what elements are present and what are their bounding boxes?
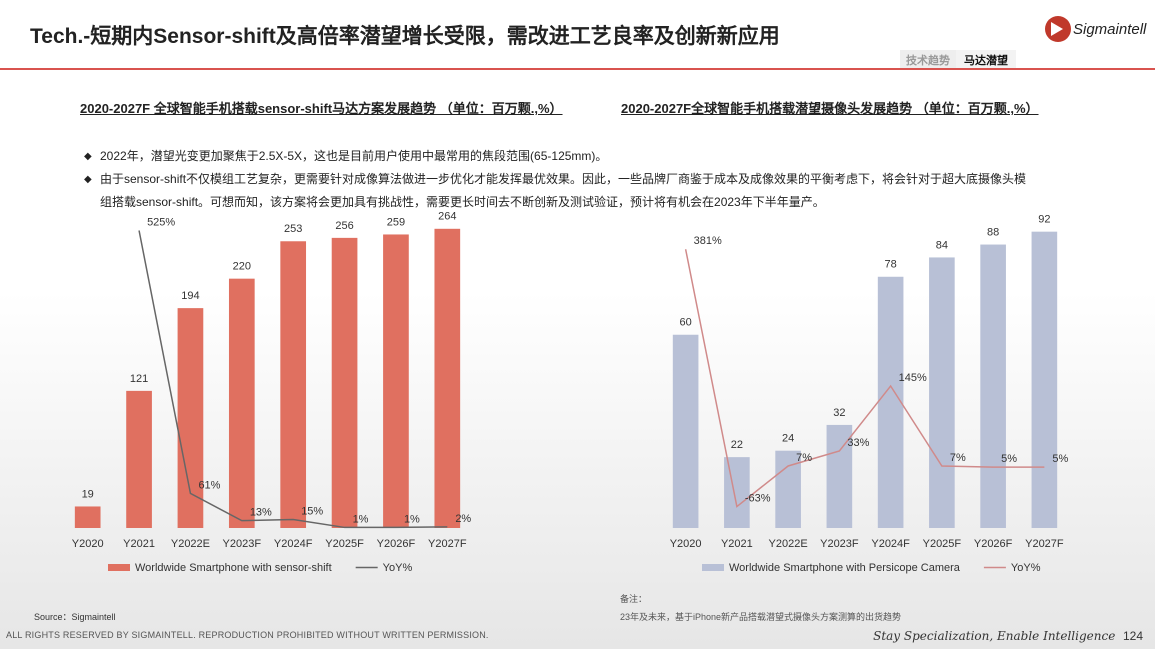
bar-label: 259 <box>387 216 405 228</box>
page-number: 124 <box>1122 629 1143 643</box>
line-label: 5% <box>1052 453 1068 465</box>
bar-label: 22 <box>731 439 743 451</box>
bar <box>228 278 255 528</box>
line-label: 525% <box>147 216 175 228</box>
x-tick-label: Y2024F <box>274 538 313 550</box>
legend-label: Worldwide Smartphone with sensor-shift <box>135 562 332 574</box>
x-tick-label: Y2025F <box>923 538 962 550</box>
line-label: 33% <box>847 437 869 449</box>
bar <box>331 237 358 528</box>
x-tick-label: Y2020 <box>670 538 702 550</box>
bar <box>1031 231 1058 529</box>
bar-label: 19 <box>82 488 94 500</box>
line-label: 15% <box>301 505 323 517</box>
bar <box>724 457 750 528</box>
bar <box>177 308 204 528</box>
bar <box>74 506 101 528</box>
bar-label: 256 <box>335 220 353 232</box>
line-label: 1% <box>353 513 369 525</box>
line <box>684 249 1045 508</box>
bar-label: 92 <box>1038 214 1050 226</box>
bar <box>929 257 955 528</box>
legend-label: YoY% <box>383 562 413 574</box>
x-tick-label: Y2021 <box>123 538 155 550</box>
x-tick-label: Y2024F <box>871 538 910 550</box>
bar-label: 32 <box>833 407 845 419</box>
bar-label: 88 <box>987 226 999 238</box>
line-label: 7% <box>796 452 812 464</box>
bar <box>826 424 853 528</box>
bar <box>383 234 409 528</box>
chart-title: 2020-2027F全球智能手机搭载潜望摄像头发展趋势 （单位：百万颗.,%） <box>621 101 1039 116</box>
x-tick-label: Y2026F <box>974 538 1013 550</box>
slide-title: Tech.-短期内Sensor-shift及高倍率潜望增长受限，需改进工艺良率及… <box>30 25 780 48</box>
source: Source：Sigmaintell <box>34 612 116 622</box>
footer-slogan: Stay Specialization, Enable Intelligence… <box>873 629 1143 643</box>
bullet: 2022年，潜望光变更加聚焦于2.5X-5X，这也是目前用户使用中最常用的焦段范… <box>84 145 1034 168</box>
line-label: 61% <box>198 479 220 491</box>
x-tick-label: Y2023F <box>223 538 262 550</box>
legend-swatch <box>702 564 724 571</box>
x-tick-label: Y2025F <box>325 538 364 550</box>
header-rule <box>0 68 1155 70</box>
tab[interactable]: 技术趋势 <box>900 50 956 70</box>
bar <box>434 228 461 529</box>
line-label: 13% <box>250 507 272 519</box>
line-label: 7% <box>950 452 966 464</box>
x-tick-label: Y2020 <box>72 538 104 550</box>
bar-label: 78 <box>885 259 897 271</box>
bar <box>126 390 152 528</box>
bar <box>672 334 699 528</box>
x-tick-label: Y2022E <box>171 538 210 550</box>
bar <box>980 244 1006 528</box>
line-label: 145% <box>899 372 927 384</box>
line-label: 2% <box>455 513 471 525</box>
note-text: 23年及未来，基于iPhone新产品搭载潜望式摄像头方案测算的出货趋势 <box>620 612 902 622</box>
x-tick-label: Y2026F <box>377 538 416 550</box>
legend-label: YoY% <box>1011 562 1041 574</box>
bar-label: 121 <box>130 373 148 385</box>
bar-label: 253 <box>284 223 302 235</box>
bar-label: 220 <box>233 261 251 273</box>
bar-label: 60 <box>680 317 692 329</box>
bullet: 由于sensor-shift不仅模组工艺复杂，更需要针对成像算法做进一步优化才能… <box>84 168 1034 214</box>
bar <box>877 276 904 528</box>
line-label: 5% <box>1001 453 1017 465</box>
bar-label: 194 <box>181 290 199 302</box>
x-tick-label: Y2021 <box>721 538 753 550</box>
bullets: 2022年，潜望光变更加聚焦于2.5X-5X，这也是目前用户使用中最常用的焦段范… <box>84 145 1034 214</box>
logo-text: Sigmaintell <box>1073 21 1147 38</box>
logo-icon <box>1045 16 1071 42</box>
x-tick-label: Y2022E <box>769 538 808 550</box>
x-tick-label: Y2027F <box>428 538 467 550</box>
legend-swatch <box>108 564 130 571</box>
line-label: -63% <box>745 492 771 504</box>
x-tick-label: Y2023F <box>820 538 859 550</box>
line-label: 1% <box>404 513 420 525</box>
copyright: ALL RIGHTS RESERVED BY SIGMAINTELL. REPR… <box>6 630 489 640</box>
line <box>138 230 448 529</box>
chart-title: 2020-2027F 全球智能手机搭载sensor-shift马达方案发展趋势 … <box>80 101 563 116</box>
note: 备注： 23年及未来，基于iPhone新产品搭载潜望式摄像头方案测算的出货趋势 <box>620 590 901 626</box>
legend-label: Worldwide Smartphone with Persicope Came… <box>729 562 961 574</box>
line-label: 381% <box>694 235 722 247</box>
slogan: Stay Specialization, Enable Intelligence <box>873 629 1116 643</box>
x-tick-label: Y2027F <box>1025 538 1064 550</box>
tab-active[interactable]: 马达潜望 <box>956 50 1016 70</box>
tabs: 技术趋势 马达潜望 <box>900 50 1016 70</box>
bar-label: 84 <box>936 239 948 251</box>
note-label: 备注： <box>620 594 648 604</box>
bar <box>280 241 307 528</box>
bar-label: 264 <box>438 211 456 223</box>
bar-label: 24 <box>782 433 794 445</box>
